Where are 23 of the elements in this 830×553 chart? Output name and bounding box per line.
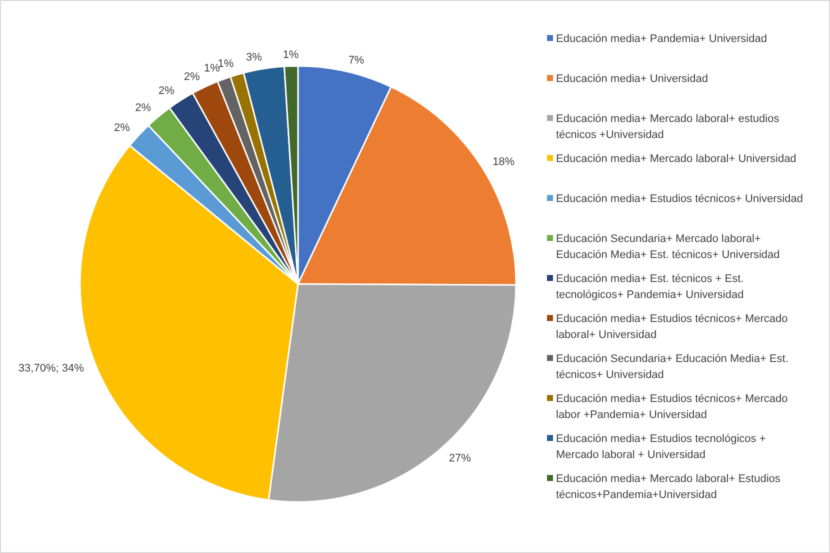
data-label: 27% — [448, 452, 472, 464]
data-label: 2% — [158, 84, 175, 97]
data-label: 1% — [204, 62, 220, 75]
data-label: 1% — [282, 48, 299, 61]
legend-label: Educación media+ Estudios técnicos+ Mercado laboral+ Universidad — [556, 313, 788, 341]
legend-label: Educación Secundaria+ Mercado laboral+ Educación Media+ Est. técnicos+ Universidad — [556, 233, 780, 261]
data-label: 2% — [184, 70, 200, 83]
legend-label: Educación media+ Pandemia+ Universidad — [556, 33, 767, 45]
legend-label: Educación media+ Mercado laboral+ estudios técnicos +Universidad — [556, 113, 780, 141]
data-label: 2% — [135, 102, 152, 114]
data-label: 3% — [246, 52, 262, 64]
legend-label: Educación media+ Estudios técnicos+ Mercado labor +Pandemia+ Universidad — [556, 393, 788, 421]
data-label: 18% — [492, 156, 515, 168]
legend-label: Educación media+ Estudios técnicos+ Universidad — [556, 193, 804, 205]
legend-label: Educación media+ Universidad — [556, 73, 708, 85]
legend-label: Educación media+ Estudios tecnológicos + Mercado laboral + Universidad — [556, 433, 766, 461]
legend-label: Educación media+ Mercado laboral+ Estudios técnicos+Pandemia+Universidad — [556, 473, 781, 501]
legend-label: Educación media+ Mercado laboral+ Universidad — [556, 153, 796, 165]
legend-label: Educación Secundaria+ Educación Media+ Est. técnicos+ Universidad — [556, 353, 788, 381]
data-label: 33,70%; 34% — [18, 362, 84, 375]
data-label: 2% — [114, 122, 130, 134]
data-label: 7% — [348, 54, 364, 66]
legend-label: Educación media+ Est. técnicos + Est. tecnológicos+ Pandemia+ Universidad — [556, 273, 744, 301]
